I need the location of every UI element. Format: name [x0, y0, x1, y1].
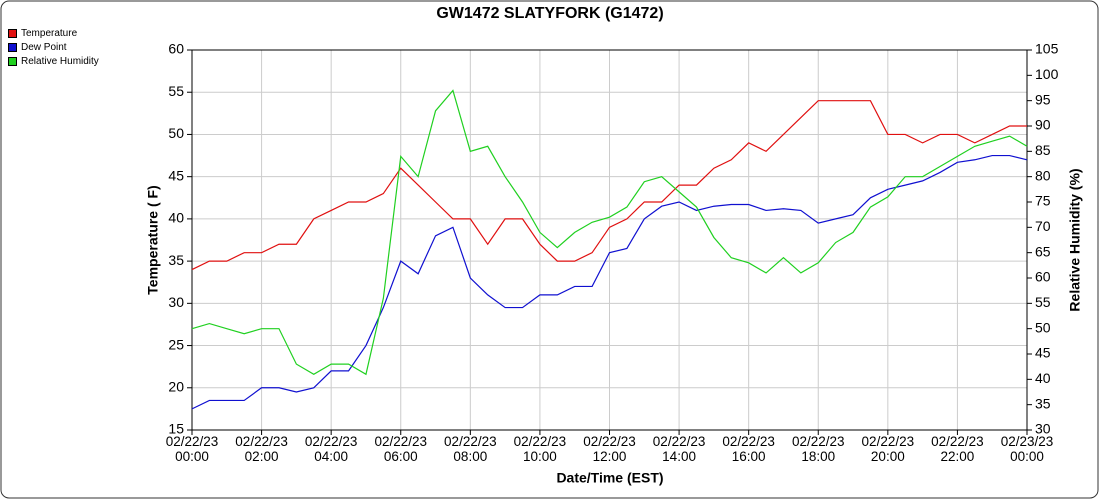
y-tick-label: 45 [168, 167, 184, 183]
y2-tick-label: 60 [1035, 269, 1051, 285]
y-tick-label: 50 [168, 125, 184, 141]
x-tick-label: 02/22/23 02:00 [235, 434, 288, 464]
x-tick-label: 02/22/23 00:00 [165, 434, 219, 464]
y-tick-label: 60 [168, 41, 184, 57]
x-tick-label: 02/22/23 14:00 [652, 434, 706, 464]
y2-tick-label: 85 [1035, 142, 1051, 158]
y-tick-label: 30 [168, 294, 184, 310]
y2-tick-label: 90 [1035, 117, 1051, 133]
x-tick-label: 02/22/23 12:00 [583, 434, 636, 464]
y2-tick-label: 40 [1035, 370, 1051, 386]
y-tick-label: 20 [168, 378, 184, 394]
y-tick-label: 55 [168, 83, 184, 99]
y-tick-label: 40 [168, 210, 184, 226]
legend-swatch [8, 57, 17, 66]
series-line [191, 89, 1028, 376]
x-tick-label: 02/23/23 00:00 [1000, 434, 1054, 464]
legend-label: Relative Humidity [21, 56, 99, 67]
legend-label: Temperature [21, 28, 78, 39]
y-axis-title: Temperature ( F) [145, 185, 161, 294]
y2-tick-label: 95 [1035, 91, 1051, 107]
y2-tick-label: 80 [1035, 167, 1051, 183]
plot-border [191, 49, 1028, 431]
chart-title: GW1472 SLATYFORK (G1472) [436, 5, 663, 22]
y2-tick-label: 70 [1035, 218, 1051, 234]
x-tick-label: 02/22/23 16:00 [722, 434, 775, 464]
y2-tick-label: 55 [1035, 294, 1051, 310]
legend-label: Dew Point [21, 42, 67, 53]
x-tick-label: 02/22/23 20:00 [861, 434, 915, 464]
x-tick-label: 02/22/23 08:00 [444, 434, 497, 464]
y2-axis-title: Relative Humidity (%) [1067, 168, 1083, 311]
y-tick-label: 35 [168, 252, 184, 268]
legend-item: Relative Humidity [8, 56, 99, 67]
y2-tick-label: 30 [1035, 421, 1051, 437]
legend-swatch [8, 29, 17, 38]
series-line [191, 100, 1027, 271]
x-tick-label: 02/22/23 10:00 [513, 434, 567, 464]
y2-tick-label: 75 [1035, 193, 1051, 209]
y-tick-label: 15 [168, 421, 184, 437]
legend-swatch [8, 43, 17, 52]
x-tick-label: 02/22/23 04:00 [304, 434, 358, 464]
legend-item: Dew Point [8, 42, 67, 53]
y2-tick-label: 65 [1035, 243, 1051, 259]
x-tick-label: 02/22/23 18:00 [791, 434, 845, 464]
y2-tick-label: 35 [1035, 395, 1051, 411]
legend-item: Temperature [8, 28, 77, 39]
y2-tick-label: 45 [1035, 345, 1051, 361]
x-axis-title: Date/Time (EST) [556, 470, 663, 486]
y-tick-label: 25 [168, 336, 184, 352]
y2-tick-label: 105 [1035, 41, 1059, 57]
series-line [191, 154, 1028, 410]
y2-tick-label: 100 [1035, 66, 1059, 82]
x-tick-label: 02/22/23 06:00 [374, 434, 428, 464]
y2-tick-label: 50 [1035, 319, 1051, 335]
x-tick-label: 02/22/23 22:00 [931, 434, 984, 464]
